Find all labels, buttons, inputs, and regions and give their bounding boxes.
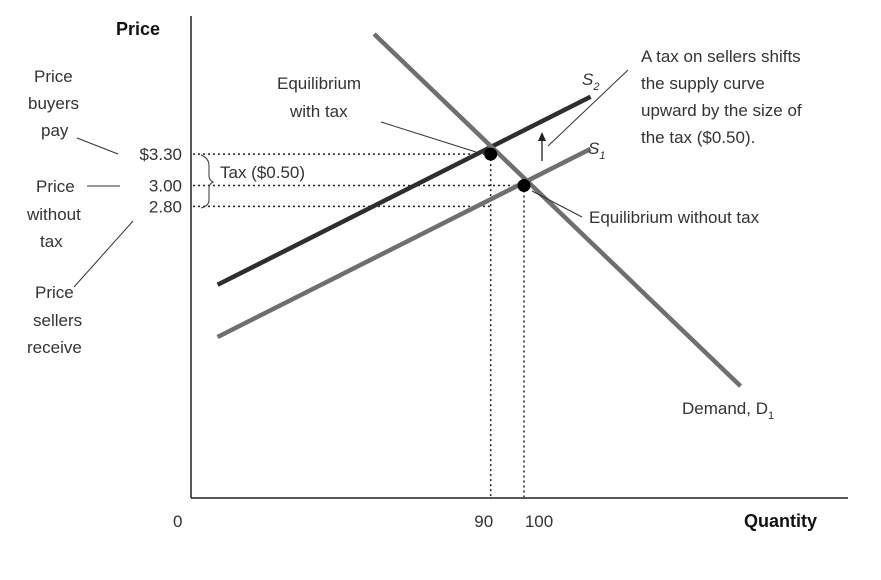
y-tick-label: 2.80 [149, 197, 182, 216]
shift-arrow-head [538, 132, 546, 141]
price-sellers-receive-line-2: sellers [33, 311, 82, 330]
shift-note-line-4: the tax ($0.50). [641, 128, 755, 147]
price-without-tax-label: Price without tax [26, 177, 81, 251]
price-without-tax-line-3: tax [40, 232, 63, 251]
demand-label: Demand, D1 [682, 399, 774, 422]
price-without-tax-line-2: without [26, 205, 81, 224]
shift-note-line-2: the supply curve [641, 74, 765, 93]
s1-label: S1 [588, 139, 605, 162]
price-without-tax-line-1: Price [36, 177, 75, 196]
y-tick-label: $3.30 [139, 145, 182, 164]
eq-with-tax-pointer [380, 121, 477, 153]
price-buyers-pay-line-2: buyers [28, 94, 79, 113]
shift-note-pointer [547, 69, 629, 147]
x-tick-label: 90 [474, 512, 493, 531]
eq-without-tax-pointer [531, 190, 583, 218]
tax-label: Tax ($0.50) [220, 163, 305, 182]
buyers-pay-pointer [76, 137, 119, 155]
eq-with-tax-line-2: with tax [289, 102, 348, 121]
equilibrium-points [484, 147, 531, 192]
origin-label: 0 [173, 512, 182, 531]
price-sellers-receive-line-1: Price [35, 283, 74, 302]
equilibrium-point-without-tax [517, 179, 531, 192]
eq-with-tax-line-1: Equilibrium [277, 74, 361, 93]
eq-without-tax-label: Equilibrium without tax [589, 208, 760, 227]
shift-note-line-3: upward by the size of [641, 101, 802, 120]
x-tick-label: 100 [525, 512, 553, 531]
price-buyers-pay-line-1: Price [34, 67, 73, 86]
sellers-receive-pointer [73, 220, 134, 288]
curves [216, 32, 743, 388]
curve-s2 [216, 94, 592, 287]
y-axis-title: Price [116, 19, 160, 39]
price-buyers-pay-label: Price buyers pay [28, 67, 79, 140]
tax-bracket [200, 154, 215, 209]
dotted-guides [193, 153, 525, 497]
s2-label: S2 [582, 70, 599, 93]
price-sellers-receive-label: Price sellers receive [27, 283, 82, 357]
tick-labels: $3.30 3.002.80 90 100 [139, 145, 553, 531]
price-sellers-receive-line-3: receive [27, 338, 82, 357]
curve-demand-d1 [372, 32, 743, 388]
x-axis-title: Quantity [744, 511, 817, 531]
equilibrium-point-with-tax [484, 147, 498, 161]
price-buyers-pay-line-3: pay [41, 121, 69, 140]
shift-note-line-1: A tax on sellers shifts [641, 47, 801, 66]
y-tick-label: 3.00 [149, 177, 182, 196]
